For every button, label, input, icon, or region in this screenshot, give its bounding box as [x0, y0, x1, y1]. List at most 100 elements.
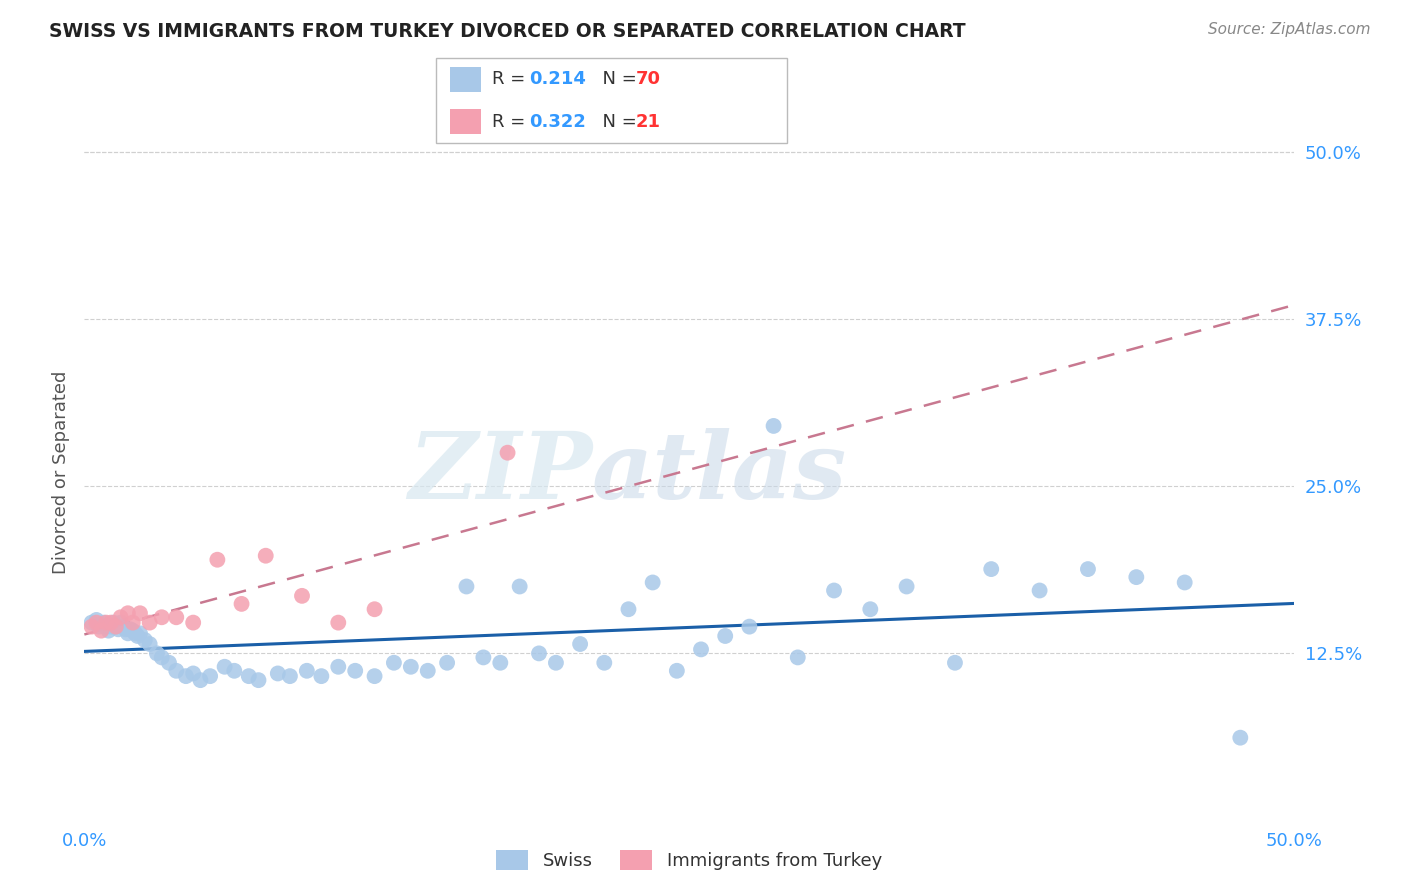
Point: [231, 597, 253, 611]
Point: [93, 615, 115, 630]
Point: [1125, 570, 1147, 584]
Point: [489, 656, 512, 670]
Point: [247, 673, 270, 688]
Point: [100, 620, 122, 634]
Point: [1028, 583, 1050, 598]
Point: [1229, 731, 1251, 745]
Point: [129, 607, 152, 621]
Text: R =: R =: [492, 112, 531, 130]
Point: [641, 575, 664, 590]
Point: [238, 669, 260, 683]
Point: [278, 669, 301, 683]
Point: [617, 602, 640, 616]
Point: [859, 602, 882, 616]
Point: [86, 613, 108, 627]
Point: [690, 642, 713, 657]
Point: [593, 656, 616, 670]
Point: [117, 626, 139, 640]
Point: [207, 552, 229, 567]
Point: [97, 624, 120, 638]
Point: [363, 669, 385, 683]
Point: [134, 633, 156, 648]
Point: [980, 562, 1002, 576]
Point: [121, 615, 143, 630]
Point: [146, 646, 169, 660]
Point: [399, 660, 422, 674]
Point: [80, 615, 103, 630]
Point: [110, 615, 132, 630]
Point: [181, 615, 204, 630]
Point: [165, 664, 187, 678]
Point: [363, 602, 385, 616]
Point: [527, 646, 550, 660]
Point: [120, 623, 142, 637]
Point: [87, 620, 110, 634]
Point: [112, 620, 135, 634]
Point: [174, 669, 197, 683]
Point: [714, 629, 737, 643]
Point: [129, 626, 152, 640]
Point: [267, 666, 290, 681]
Point: [165, 610, 187, 624]
Point: [569, 637, 592, 651]
Point: [382, 656, 405, 670]
Point: [224, 664, 246, 678]
Point: [86, 615, 108, 630]
Point: [665, 664, 688, 678]
Point: [896, 580, 918, 594]
Point: [138, 615, 160, 630]
Point: [496, 446, 519, 460]
Point: [214, 660, 236, 674]
Text: 0.214: 0.214: [529, 70, 585, 88]
Point: [1077, 562, 1099, 576]
Point: [254, 549, 277, 563]
Point: [328, 660, 350, 674]
Point: [150, 610, 173, 624]
Point: [456, 580, 478, 594]
Point: [150, 650, 173, 665]
Text: 21: 21: [636, 112, 661, 130]
Point: [110, 610, 132, 624]
Point: [416, 664, 439, 678]
Point: [295, 664, 318, 678]
Point: [198, 669, 221, 683]
Text: R =: R =: [492, 70, 531, 88]
Y-axis label: Divorced or Separated: Divorced or Separated: [52, 371, 70, 574]
Point: [190, 673, 212, 688]
Text: ZIP: ZIP: [408, 428, 592, 517]
Point: [311, 669, 333, 683]
Point: [124, 626, 146, 640]
Text: N =: N =: [591, 70, 643, 88]
Point: [472, 650, 495, 665]
Text: 0.322: 0.322: [529, 112, 585, 130]
Point: [90, 624, 112, 638]
Text: N =: N =: [591, 112, 643, 130]
Point: [344, 664, 367, 678]
Point: [114, 623, 136, 637]
Point: [104, 620, 127, 634]
Point: [121, 624, 143, 638]
Point: [80, 620, 103, 634]
Point: [943, 656, 966, 670]
Point: [94, 615, 117, 630]
Point: [436, 656, 458, 670]
Point: [100, 615, 122, 630]
Text: SWISS VS IMMIGRANTS FROM TURKEY DIVORCED OR SEPARATED CORRELATION CHART: SWISS VS IMMIGRANTS FROM TURKEY DIVORCED…: [49, 22, 966, 41]
Point: [509, 580, 531, 594]
Point: [738, 620, 761, 634]
Text: atlas: atlas: [592, 428, 848, 517]
Point: [117, 607, 139, 621]
Point: [823, 583, 845, 598]
Point: [104, 620, 127, 634]
Point: [138, 637, 160, 651]
Legend: Swiss, Immigrants from Turkey: Swiss, Immigrants from Turkey: [489, 842, 889, 878]
Point: [762, 419, 785, 434]
Point: [127, 629, 149, 643]
Text: 70: 70: [636, 70, 661, 88]
Point: [157, 656, 180, 670]
Point: [107, 623, 129, 637]
Point: [94, 620, 117, 634]
Point: [291, 589, 314, 603]
Point: [181, 666, 204, 681]
Point: [544, 656, 567, 670]
